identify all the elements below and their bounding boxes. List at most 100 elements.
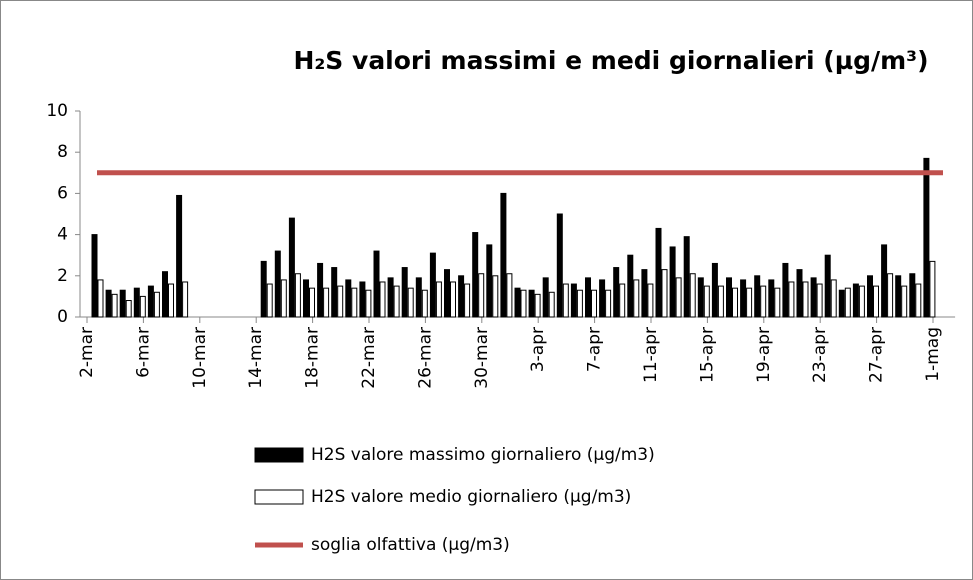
bar (345, 279, 352, 318)
bar (133, 287, 140, 318)
bar (288, 217, 295, 318)
bar (591, 289, 597, 318)
bar (909, 273, 916, 318)
bar (351, 287, 358, 318)
bar (331, 267, 338, 318)
bar (830, 279, 837, 318)
bar (373, 250, 380, 318)
x-tick-label: 18-mar (303, 327, 323, 389)
bar (760, 285, 767, 318)
bar (458, 275, 465, 318)
bar (274, 250, 281, 318)
bar (613, 267, 620, 318)
y-tick-label: 0 (57, 307, 68, 327)
bar (387, 277, 394, 318)
bar (421, 289, 428, 318)
bar (182, 281, 189, 318)
bar (464, 283, 471, 318)
bar (570, 283, 577, 318)
bar (429, 252, 436, 318)
bar (139, 295, 146, 318)
bar (782, 262, 789, 318)
bar (514, 287, 521, 318)
bar (168, 283, 174, 318)
bar (303, 279, 309, 318)
bar (91, 234, 98, 318)
x-tick-label: 26-mar (415, 327, 435, 389)
bar (675, 277, 682, 318)
x-tick-label: 10-mar (190, 327, 210, 389)
bar (788, 281, 795, 318)
x-tick-label: 6-mar (133, 327, 153, 378)
bar (97, 279, 104, 318)
y-tick-label: 2 (57, 266, 68, 286)
bar (669, 246, 676, 318)
legend-label: H2S valore massimo giornaliero (µg/m3) (311, 445, 655, 465)
bar (520, 289, 527, 318)
y-tick-label: 10 (46, 101, 68, 121)
bar (774, 287, 781, 318)
x-tick-label: 2-mar (77, 327, 97, 378)
y-tick-label: 4 (57, 225, 68, 245)
bar (599, 279, 606, 318)
x-tick-label: 30-mar (472, 327, 492, 389)
bar (605, 289, 612, 318)
bar (683, 236, 690, 318)
bar (858, 285, 865, 318)
bar (647, 283, 654, 318)
bar (619, 283, 626, 318)
bar (365, 289, 372, 318)
bar (711, 262, 718, 318)
bar (717, 285, 724, 318)
legend-swatch (254, 489, 304, 505)
bar (852, 283, 859, 318)
bar (542, 277, 549, 318)
bar (697, 277, 704, 318)
bar (153, 291, 160, 318)
bar (119, 289, 126, 318)
bar (294, 273, 301, 318)
bar (379, 281, 386, 318)
bar (655, 227, 662, 318)
bar (810, 277, 817, 318)
bar (768, 279, 775, 318)
bar (105, 289, 112, 318)
legend-swatch (254, 447, 304, 463)
x-tick-label: 22-mar (359, 327, 379, 389)
bar (689, 273, 696, 318)
bar (867, 275, 873, 318)
bar (280, 279, 287, 318)
bar (176, 194, 183, 318)
y-tick-label: 8 (57, 142, 68, 162)
bar (506, 273, 513, 318)
bar (661, 269, 668, 318)
bar (873, 285, 879, 318)
bar (576, 289, 583, 318)
bar (444, 269, 450, 318)
bar (824, 254, 831, 318)
bar (915, 283, 922, 318)
bar (337, 285, 344, 318)
bar (627, 254, 634, 318)
bar (740, 279, 747, 318)
bar (923, 157, 930, 318)
legend-label: soglia olfattiva (µg/m3) (311, 535, 510, 555)
legend-label: H2S valore medio giornaliero (µg/m3) (311, 487, 631, 507)
bar (746, 287, 753, 318)
x-tick-label: 1-mag (923, 327, 943, 382)
bar (562, 283, 569, 318)
bar (534, 293, 541, 318)
x-tick-label: 7-apr (585, 327, 605, 372)
bar (585, 277, 591, 318)
bar (556, 213, 563, 318)
bar (472, 232, 479, 318)
bar (816, 283, 823, 318)
bar (901, 285, 908, 318)
bar (309, 287, 315, 318)
bar (415, 277, 422, 318)
bar (528, 289, 535, 318)
bar (260, 260, 267, 318)
bar (492, 275, 499, 318)
bar (548, 291, 555, 318)
bar (359, 281, 366, 318)
